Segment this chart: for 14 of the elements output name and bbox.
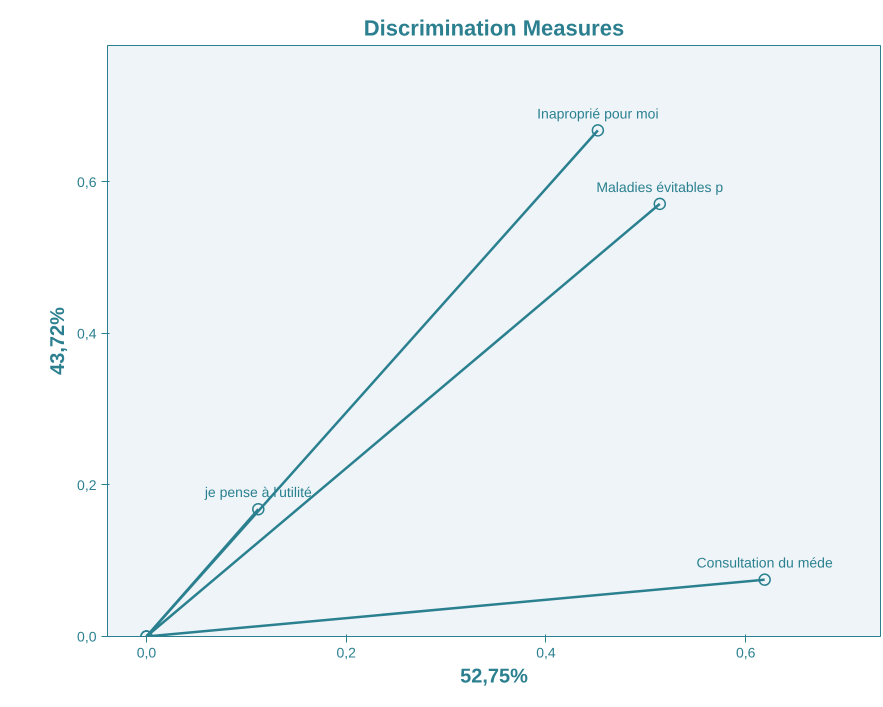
- y-tick-label: 0,6: [77, 174, 97, 190]
- x-tick-label: 0,6: [736, 644, 756, 660]
- x-axis-title: 52,75%: [460, 666, 528, 688]
- chart-title: Discrimination Measures: [364, 16, 624, 40]
- y-axis-title: 43,72%: [47, 306, 70, 375]
- x-tick-label: 0,2: [336, 644, 356, 660]
- y-tick-label: 0,0: [77, 628, 97, 644]
- x-tick-label: 0,0: [136, 644, 156, 660]
- series-label: Consultation du méde: [696, 554, 833, 571]
- series-label: Inaproprié pour moi: [537, 105, 659, 122]
- series-label: Maladies évitables p: [596, 178, 724, 195]
- y-tick-label: 0,4: [77, 325, 97, 342]
- x-tick-label: 0,4: [536, 644, 556, 660]
- y-tick-label: 0,2: [77, 476, 97, 493]
